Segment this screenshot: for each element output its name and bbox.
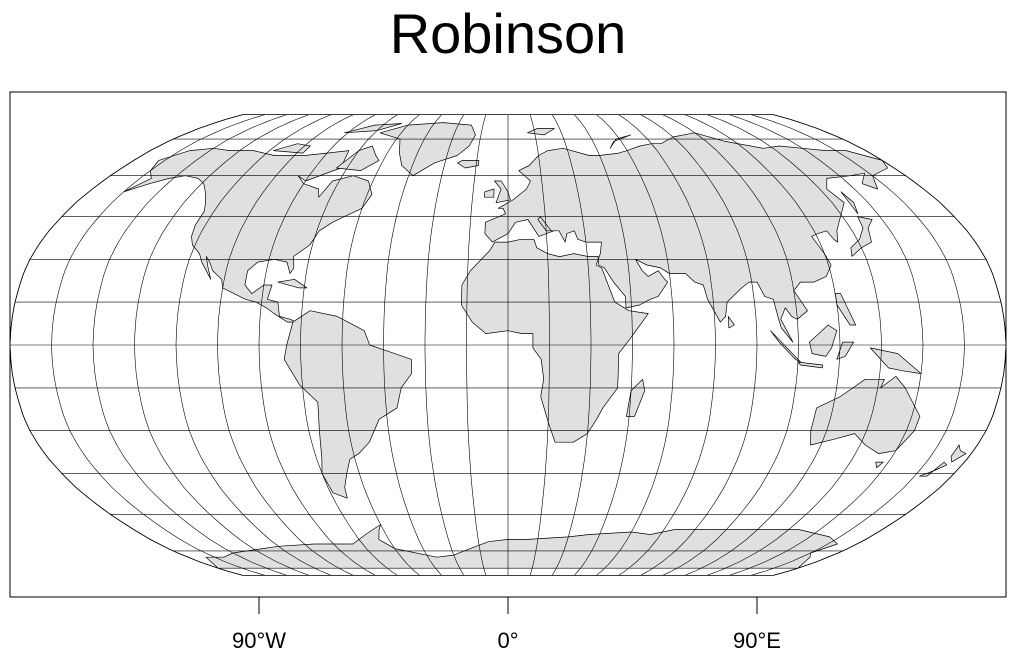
sumatra-landmass bbox=[770, 330, 802, 363]
new-guinea-landmass bbox=[869, 347, 922, 374]
tasmania-landmass bbox=[875, 461, 884, 469]
iceland-landmass bbox=[457, 160, 480, 169]
greenland-landmass bbox=[379, 122, 476, 177]
borneo-landmass bbox=[809, 324, 838, 357]
ireland-landmass bbox=[484, 188, 495, 198]
madagascar-landmass bbox=[626, 378, 646, 417]
x-tick-label: 0° bbox=[497, 628, 518, 653]
map-title: Robinson bbox=[389, 2, 627, 65]
great-britain-landmass bbox=[494, 180, 511, 204]
hokkaido-sakhalin-landmass bbox=[840, 191, 859, 215]
x-tick-label: 90°W bbox=[232, 628, 286, 653]
africa-eurasia-landmass bbox=[461, 132, 888, 443]
novaya-zemlya-landmass bbox=[609, 134, 632, 149]
x-tick-label: 90°E bbox=[733, 628, 781, 653]
ellesmere-island-landmass bbox=[344, 123, 402, 134]
japan-landmass bbox=[850, 216, 873, 257]
new-zealand-north-landmass bbox=[950, 444, 967, 463]
graticule bbox=[10, 114, 1006, 576]
cuba-landmass bbox=[277, 278, 308, 289]
north-america-landmass bbox=[123, 147, 373, 323]
land-layer bbox=[123, 122, 967, 569]
java-landmass bbox=[797, 361, 823, 369]
victoria-island-landmass bbox=[273, 143, 311, 154]
sri-lanka-landmass bbox=[727, 316, 735, 329]
longitude-ticks: 90°W 0° 90°E bbox=[232, 597, 781, 653]
sulawesi-landmass bbox=[836, 341, 855, 360]
